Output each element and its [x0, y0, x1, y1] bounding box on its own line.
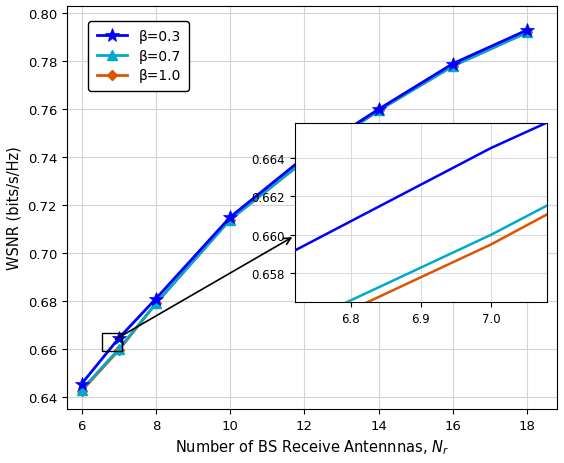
- Bar: [102, 333, 122, 351]
- β=0.7: [450, 64, 456, 69]
- β=0.7: [152, 301, 159, 307]
- β=1.0: [152, 301, 159, 307]
- β=1.0: [376, 108, 382, 114]
- β=0.7: [78, 387, 85, 393]
- β=1.0: [301, 159, 308, 164]
- β=0.7: [227, 217, 233, 223]
- β=1.0: [450, 64, 456, 69]
- β=0.3: [301, 155, 308, 161]
- Line: β=0.3: β=0.3: [74, 24, 534, 391]
- β=0.7: [116, 346, 122, 352]
- β=0.3: [376, 107, 382, 113]
- β=0.7: [376, 108, 382, 114]
- Y-axis label: WSNR (bits/s/Hz): WSNR (bits/s/Hz): [7, 146, 22, 270]
- Line: β=0.7: β=0.7: [77, 28, 532, 395]
- X-axis label: Number of BS Receive Antennnas, $N_r$: Number of BS Receive Antennnas, $N_r$: [175, 438, 449, 456]
- β=1.0: [227, 217, 233, 223]
- β=0.3: [78, 381, 85, 387]
- β=0.7: [524, 31, 531, 36]
- β=0.3: [450, 62, 456, 67]
- β=1.0: [524, 31, 531, 36]
- β=0.3: [116, 336, 122, 341]
- β=0.3: [524, 28, 531, 34]
- β=1.0: [78, 388, 85, 394]
- β=0.7: [301, 159, 308, 164]
- Line: β=1.0: β=1.0: [78, 30, 531, 394]
- β=0.3: [152, 296, 159, 302]
- β=0.3: [227, 215, 233, 220]
- β=1.0: [116, 348, 122, 353]
- Legend: β=0.3, β=0.7, β=1.0: β=0.3, β=0.7, β=1.0: [89, 22, 189, 92]
